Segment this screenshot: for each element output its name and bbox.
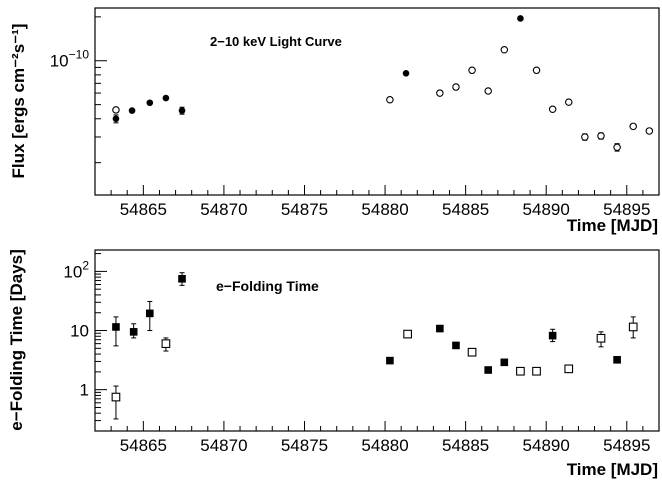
x-tick-label: 54870	[200, 436, 247, 455]
flux-y-axis-title: Flux [ergs cm⁻²s⁻¹]	[9, 24, 28, 179]
data-point	[178, 107, 186, 114]
x-tick-label: 54865	[120, 200, 167, 219]
data-point	[452, 83, 460, 91]
data-point	[629, 122, 637, 131]
data-point	[129, 328, 138, 336]
x-tick-label: 54885	[442, 436, 489, 455]
data-point	[467, 347, 477, 357]
y-tick-label: 1	[80, 381, 89, 400]
efolding-legend-title: e−Folding Time	[216, 278, 319, 294]
y-tick-base: 10	[63, 262, 82, 281]
efolding-y-axis-title: e−Folding Time [Days]	[7, 249, 26, 431]
data-point	[613, 355, 621, 364]
flux-plot-frame	[94, 7, 660, 196]
data-point	[436, 89, 444, 97]
flux-series	[112, 15, 654, 152]
data-point	[484, 366, 492, 374]
data-point	[436, 324, 444, 333]
x-tick-label: 54870	[200, 200, 247, 219]
efolding-series	[111, 272, 638, 420]
data-point	[628, 322, 638, 332]
x-tick-label: 54875	[281, 200, 328, 219]
data-point	[517, 15, 524, 22]
data-point	[532, 366, 541, 376]
data-point	[516, 366, 525, 376]
x-tick-label: 54880	[361, 200, 408, 219]
data-point	[162, 94, 170, 102]
flux-x-axis-title: Time [MJD]	[567, 216, 658, 235]
data-point	[112, 106, 120, 114]
data-point	[597, 132, 605, 140]
data-point	[500, 45, 509, 54]
data-point	[128, 107, 136, 114]
y-tick-exponent: 2	[82, 258, 89, 272]
y-tick-label: 10	[70, 322, 89, 341]
x-tick-label: 54890	[523, 436, 570, 455]
data-point	[468, 66, 476, 75]
x-tick-label: 54895	[603, 200, 650, 219]
efolding-panel: 54865 54870 54875 54880 54885 54890 54895 1101…	[7, 249, 660, 479]
efolding-plot-frame	[94, 249, 660, 432]
y-tick-label: 10−10	[50, 48, 90, 71]
data-point	[564, 364, 574, 374]
data-point	[613, 143, 621, 152]
data-point	[452, 341, 460, 350]
data-point	[596, 333, 606, 343]
efolding-x-ticks: 54865 54870 54875 54880 54885 54890 54895	[94, 421, 660, 455]
data-point	[178, 274, 186, 283]
data-point	[112, 323, 120, 331]
data-point	[112, 115, 120, 123]
efolding-x-axis-title: Time [MJD]	[567, 460, 658, 479]
data-point	[548, 105, 557, 113]
x-tick-label: 54865	[120, 436, 167, 455]
data-point	[146, 99, 154, 107]
data-point	[402, 70, 410, 77]
data-point	[548, 331, 557, 340]
data-point	[565, 98, 573, 106]
data-point	[386, 96, 394, 104]
flux-y-ticks: 10−10	[50, 16, 107, 164]
x-tick-label: 54895	[603, 436, 650, 455]
data-point	[581, 133, 589, 141]
data-point	[484, 87, 492, 95]
data-point	[386, 356, 394, 365]
data-point	[145, 309, 154, 318]
flux-panel: 54865 54870 54875 54880 54885 54890 54895 10−1…	[9, 7, 660, 235]
x-tick-label: 54885	[442, 200, 489, 219]
data-point	[500, 358, 509, 367]
x-tick-label: 54875	[281, 436, 328, 455]
y-tick-exponent: −10	[69, 48, 90, 62]
x-tick-label: 54880	[361, 436, 408, 455]
flux-panel-title: 2−10 keV Light Curve	[210, 34, 342, 49]
y-tick-label: 102	[63, 258, 89, 281]
x-tick-label: 54890	[523, 200, 570, 219]
data-point	[645, 127, 654, 135]
data-point	[161, 339, 171, 348]
y-tick-base: 10	[50, 52, 69, 71]
data-point	[403, 329, 412, 339]
data-point	[111, 392, 121, 402]
data-point	[532, 66, 541, 75]
flux-x-ticks: 54865 54870 54875 54880 54885 54890 54895	[94, 185, 660, 219]
